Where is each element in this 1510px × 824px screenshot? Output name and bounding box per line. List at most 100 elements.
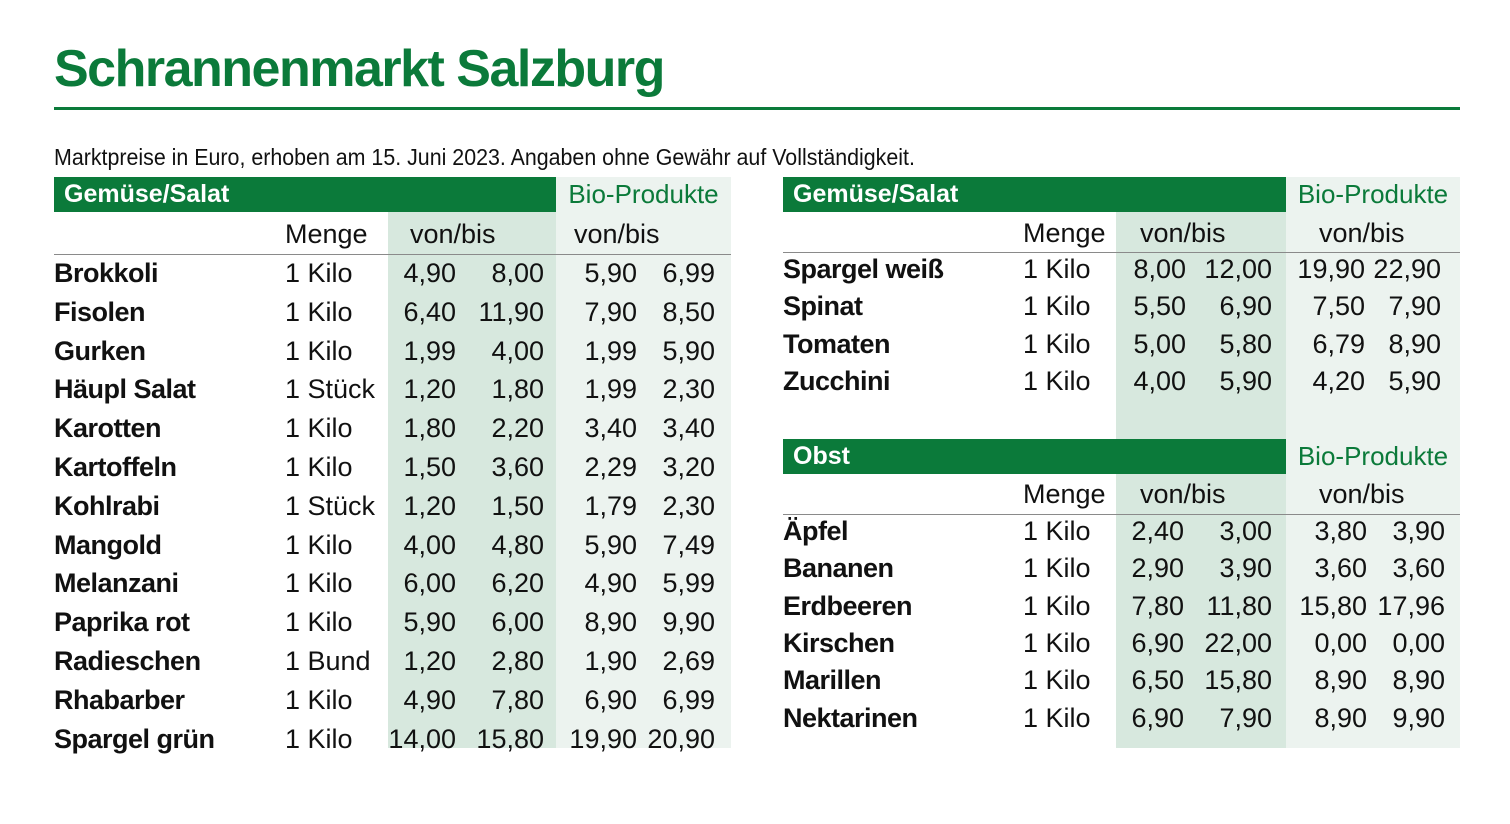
product-name: Fisolen (54, 296, 146, 327)
table-row: Rhabarber 1 Kilo 4,90 7,80 6,90 6,99 (0, 681, 1510, 719)
bio-price-to-cell: 22,90 (1373, 254, 1441, 284)
price-to-cell: 22,00 (1204, 627, 1272, 658)
section-header-gemuese-left: Gemüse/Salat (54, 177, 556, 212)
bio-price-from-cell: 19,90 (569, 723, 637, 754)
title-divider (54, 107, 1460, 110)
bio-price-to-cell: 0,00 (1392, 627, 1445, 658)
menge-header-left: Menge (285, 219, 368, 249)
quantity-cell: 1 Kilo (285, 413, 353, 444)
price-from-cell: 4,90 (403, 258, 456, 288)
table-row: Spinat 1 Kilo 5,50 6,90 7,50 7,90 (0, 287, 1510, 325)
bio-price-to-cell: 5,90 (662, 335, 715, 366)
bio-price-to-cell: 3,90 (1392, 516, 1445, 546)
product-name: Zucchini (783, 365, 891, 396)
quantity-cell: 1 Kilo (1023, 590, 1091, 621)
table-row: Äpfel 1 Kilo 2,40 3,00 3,80 3,90 (0, 512, 1510, 550)
product-name: Häupl Salat (54, 374, 196, 405)
price-to-cell: 12,00 (1204, 254, 1272, 284)
bio-price-column-right (1286, 177, 1460, 748)
section-header-obst: Obst (783, 439, 1286, 474)
product-name: Marillen (783, 665, 882, 696)
product-name: Kartoffeln (54, 452, 177, 482)
table-row: Paprika rot 1 Kilo 5,90 6,00 8,90 9,90 (0, 603, 1510, 641)
bio-products-header-right: Bio-Produkte (1297, 179, 1449, 209)
table-row: Karotten 1 Kilo 1,80 2,20 3,40 3,40 (0, 409, 1510, 447)
quantity-cell: 1 Kilo (285, 568, 353, 599)
bio-products-header-obst: Bio-Produkte (1297, 441, 1449, 471)
bio-price-from-cell: 1,90 (584, 646, 637, 676)
quantity-cell: 1 Kilo (1023, 328, 1091, 359)
quantity-cell: 1 Kilo (1023, 291, 1091, 322)
bio-price-to-cell: 2,30 (662, 490, 715, 521)
conventional-price-column-right (1116, 212, 1286, 748)
product-name: Spinat (783, 291, 863, 322)
price-from-cell: 6,40 (403, 296, 456, 327)
price-from-cell: 1,99 (403, 335, 456, 366)
price-from-cell: 14,00 (388, 723, 456, 754)
product-name: Nektarinen (783, 702, 918, 733)
bio-price-from-cell: 3,40 (584, 413, 637, 444)
quantity-cell: 1 Bund (285, 646, 371, 676)
bio-price-from-cell: 4,20 (1312, 365, 1365, 396)
price-from-cell: 4,00 (403, 529, 456, 560)
product-name: Erdbeeren (783, 590, 913, 621)
quantity-cell: 1 Kilo (1023, 254, 1091, 284)
bio-price-from-cell: 1,99 (584, 374, 637, 405)
bio-price-from-cell: 3,80 (1314, 516, 1367, 546)
bio-price-from-cell: 6,90 (584, 684, 637, 715)
price-to-cell: 1,50 (491, 490, 544, 521)
bio-price-from-cell: 8,90 (1314, 665, 1367, 696)
bio-price-from-cell: 5,90 (584, 258, 637, 288)
table-row: Spargel weiß 1 Kilo 8,00 12,00 19,90 22,90 (0, 250, 1510, 288)
table-row: Kirschen 1 Kilo 6,90 22,00 0,00 0,00 (0, 624, 1510, 662)
price-from-cell: 6,90 (1131, 627, 1184, 658)
bio-price-from-cell: 8,90 (1314, 702, 1367, 733)
price-from-cell: 1,20 (403, 374, 456, 405)
quantity-cell: 1 Kilo (1023, 627, 1091, 658)
price-from-cell: 2,90 (1131, 553, 1184, 584)
price-to-cell: 7,90 (1219, 702, 1272, 733)
quantity-cell: 1 Kilo (1023, 553, 1091, 584)
quantity-cell: 1 Stück (285, 490, 376, 521)
bio-price-from-cell: 2,29 (584, 452, 637, 482)
table-row: Nektarinen 1 Kilo 6,90 7,90 8,90 9,90 (0, 699, 1510, 737)
bio-von-bis-header-obst: von/bis (1319, 479, 1405, 509)
quantity-cell: 1 Kilo (1023, 365, 1091, 396)
price-to-cell: 6,00 (491, 607, 544, 638)
menge-header-right: Menge (1023, 218, 1106, 248)
bio-price-to-cell: 3,40 (662, 413, 715, 444)
product-name: Paprika rot (54, 607, 190, 638)
conventional-price-column (388, 212, 556, 748)
price-from-cell: 8,00 (1133, 254, 1186, 284)
bio-price-to-cell: 3,20 (662, 452, 715, 482)
quantity-cell: 1 Kilo (1023, 702, 1091, 733)
price-to-cell: 5,90 (1219, 365, 1272, 396)
price-to-cell: 11,90 (478, 296, 544, 327)
table-row: Bananen 1 Kilo 2,90 3,90 3,60 3,60 (0, 549, 1510, 587)
price-from-cell: 5,50 (1133, 291, 1186, 322)
price-to-cell: 15,80 (476, 723, 544, 754)
quantity-cell: 1 Kilo (285, 296, 353, 327)
bio-price-to-cell: 9,90 (1392, 702, 1445, 733)
header-underline-left (54, 254, 731, 255)
table-row: Spargel grün 1 Kilo 14,00 15,80 19,90 20,90 (0, 720, 1510, 758)
product-name: Karotten (54, 413, 162, 444)
bio-price-to-cell: 8,50 (662, 296, 715, 327)
bio-price-from-cell: 15,80 (1299, 590, 1367, 621)
product-name: Spargel weiß (783, 254, 944, 284)
product-name: Äpfel (783, 516, 849, 546)
bio-price-to-cell: 5,90 (1388, 365, 1441, 396)
price-to-cell: 3,60 (491, 452, 544, 482)
product-name: Tomaten (783, 328, 891, 359)
section-header-gemuese-right: Gemüse/Salat (783, 177, 1286, 212)
price-to-cell: 2,20 (491, 413, 544, 444)
table-row: Zucchini 1 Kilo 4,00 5,90 4,20 5,90 (0, 362, 1510, 400)
bio-price-to-cell: 20,90 (647, 723, 715, 754)
price-to-cell: 3,00 (1219, 516, 1272, 546)
price-from-cell: 5,00 (1133, 328, 1186, 359)
table-row: Brokkoli 1 Kilo 4,90 8,00 5,90 6,99 (0, 254, 1510, 292)
quantity-cell: 1 Kilo (285, 529, 353, 560)
table-row: Fisolen 1 Kilo 6,40 11,90 7,90 8,50 (0, 293, 1510, 331)
price-from-cell: 1,50 (403, 452, 456, 482)
bio-price-from-cell: 5,90 (584, 529, 637, 560)
